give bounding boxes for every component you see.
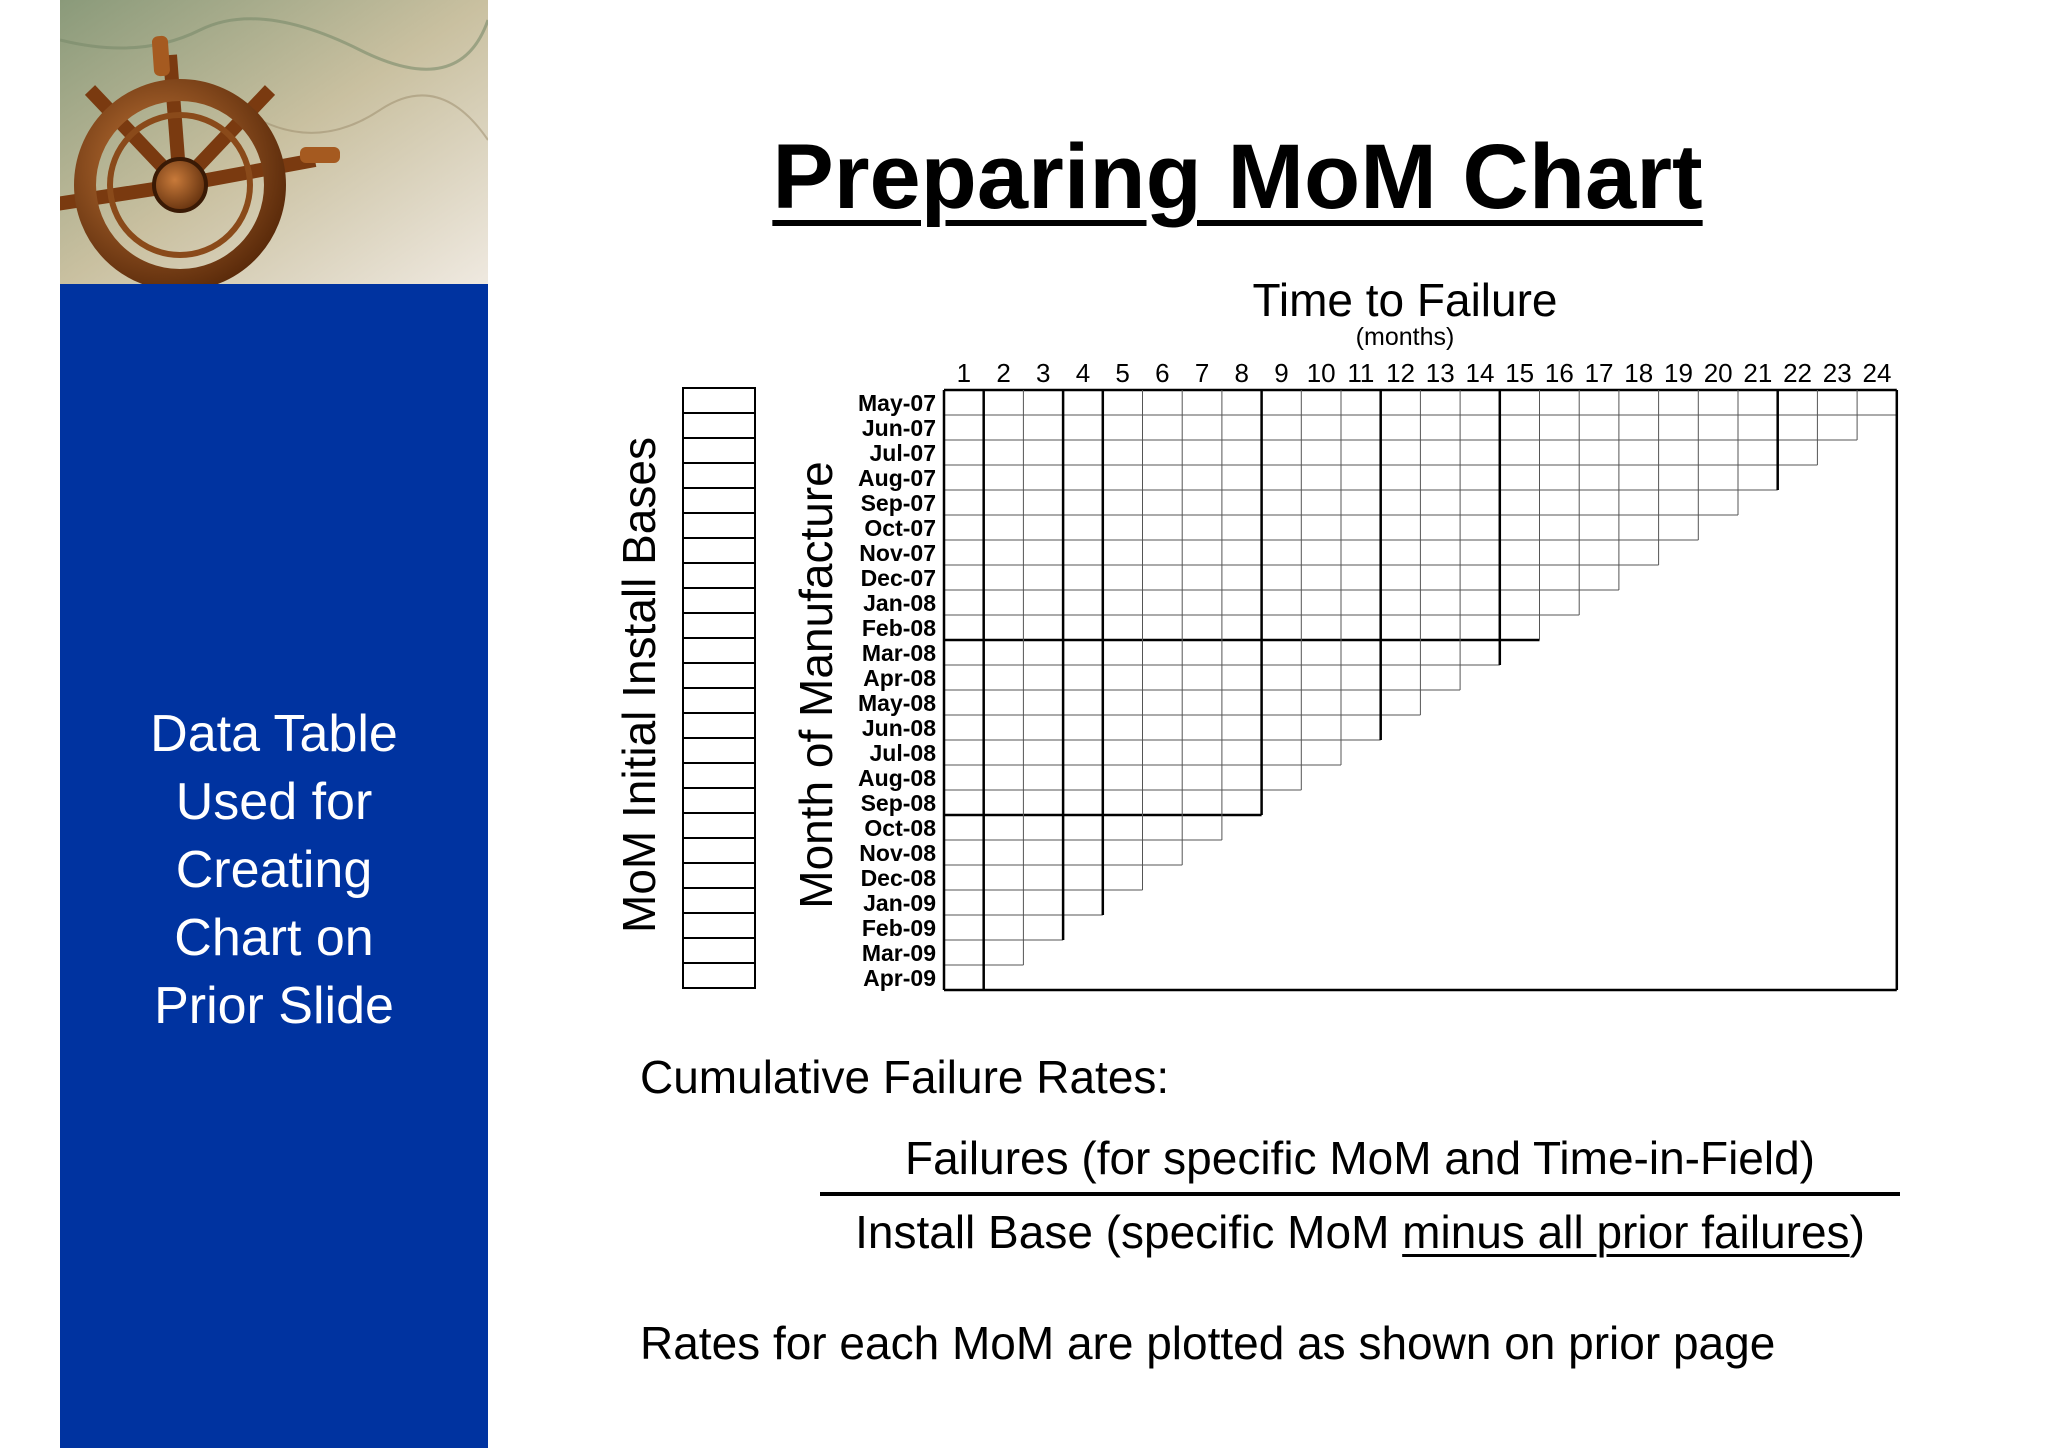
row-label: Aug-07 (858, 465, 936, 491)
install-base-box (682, 587, 756, 614)
install-base-box (682, 737, 756, 764)
column-label: 9 (1274, 358, 1288, 388)
install-base-box (682, 512, 756, 539)
column-label: 23 (1823, 358, 1852, 388)
grid-lines (942, 388, 1899, 992)
install-base-box (682, 812, 756, 839)
row-label: Jul-08 (870, 740, 937, 766)
column-label: 21 (1743, 358, 1772, 388)
install-base-box (682, 912, 756, 939)
install-base-box (682, 862, 756, 889)
install-base-box (682, 487, 756, 514)
column-label: 5 (1115, 358, 1129, 388)
column-label: 11 (1347, 358, 1374, 388)
denominator-underlined: minus all prior failures (1402, 1206, 1850, 1258)
ship-wheel-image (60, 0, 488, 284)
denominator-prefix: Install Base (specific MoM (855, 1206, 1403, 1258)
install-base-box (682, 637, 756, 664)
install-base-box (682, 962, 756, 989)
column-label: 3 (1036, 358, 1050, 388)
column-label: 15 (1505, 358, 1534, 388)
formula-denominator: Install Base (specific MoM minus all pri… (820, 1196, 1900, 1260)
column-label: 12 (1386, 358, 1415, 388)
install-base-box (682, 462, 756, 489)
sidebar-caption: Data Table Used for Creating Chart on Pr… (150, 705, 398, 1035)
row-label: Oct-08 (864, 815, 936, 841)
install-base-boxes (682, 387, 756, 989)
install-base-box (682, 762, 756, 789)
column-label: 24 (1862, 358, 1891, 388)
install-base-box (682, 687, 756, 714)
row-label: May-08 (858, 690, 936, 716)
install-base-box (682, 437, 756, 464)
row-label: Sep-07 (861, 490, 936, 516)
column-label: 4 (1076, 358, 1090, 388)
install-base-box (682, 662, 756, 689)
install-base-box (682, 612, 756, 639)
formula-numerator: Failures (for specific MoM and Time-in-F… (820, 1130, 1900, 1196)
row-label: Nov-07 (859, 540, 936, 566)
row-label: Dec-08 (861, 865, 937, 891)
row-label: Jan-08 (863, 590, 936, 616)
install-base-box (682, 937, 756, 964)
row-label: Dec-07 (861, 565, 936, 591)
column-label: 18 (1624, 358, 1653, 388)
row-label: Mar-08 (862, 640, 936, 666)
column-label: 20 (1704, 358, 1733, 388)
failure-rate-formula: Failures (for specific MoM and Time-in-F… (820, 1130, 1900, 1260)
install-base-axis-label: MoM Initial Install Bases (613, 437, 665, 933)
row-label: Nov-08 (859, 840, 936, 866)
column-label: 14 (1465, 358, 1494, 388)
install-base-box (682, 837, 756, 864)
row-label: Feb-09 (862, 915, 936, 941)
cumulative-failure-label: Cumulative Failure Rates: (640, 1051, 1170, 1103)
row-label: May-07 (858, 390, 936, 416)
column-label: 7 (1195, 358, 1209, 388)
row-label: Jun-07 (862, 415, 936, 441)
install-base-box (682, 887, 756, 914)
row-label: Sep-08 (861, 790, 937, 816)
install-base-box (682, 412, 756, 439)
page-title: Preparing MoM Chart (772, 126, 1703, 228)
row-label: Apr-09 (863, 965, 936, 991)
footer-note: Rates for each MoM are plotted as shown … (640, 1317, 1776, 1369)
row-label: Mar-09 (862, 940, 936, 966)
column-label: 16 (1545, 358, 1574, 388)
row-label: Jun-08 (862, 715, 936, 741)
column-label: 8 (1235, 358, 1249, 388)
install-base-box (682, 712, 756, 739)
install-base-box (682, 787, 756, 814)
row-label: Oct-07 (864, 515, 936, 541)
column-label: 10 (1307, 358, 1336, 388)
column-label: 1 (957, 358, 971, 388)
column-label: 13 (1426, 358, 1455, 388)
row-label: Apr-08 (863, 665, 936, 691)
row-labels: May-07Jun-07Jul-07Aug-07Sep-07Oct-07Nov-… (858, 390, 936, 991)
install-base-box (682, 537, 756, 564)
install-base-box (682, 387, 756, 414)
y-axis-label: Month of Manufacture (790, 461, 842, 908)
row-label: Feb-08 (862, 615, 936, 641)
row-label: Aug-08 (858, 765, 936, 791)
column-label: 22 (1783, 358, 1812, 388)
row-label: Jul-07 (870, 440, 936, 466)
install-base-box (682, 562, 756, 589)
column-label: 6 (1155, 358, 1169, 388)
column-label: 17 (1585, 358, 1614, 388)
column-label: 19 (1664, 358, 1693, 388)
row-label: Jan-09 (863, 890, 936, 916)
denominator-suffix: ) (1849, 1206, 1865, 1258)
column-label: 2 (996, 358, 1010, 388)
chart-title: Time to Failure (1252, 274, 1557, 326)
column-labels: 1 2 3 4 5 6 7 8 9 10 11 12 13 14 15 16 17 18 19 20 21 22 23 24 (957, 358, 1892, 388)
chart-subtitle: (months) (1356, 323, 1455, 351)
